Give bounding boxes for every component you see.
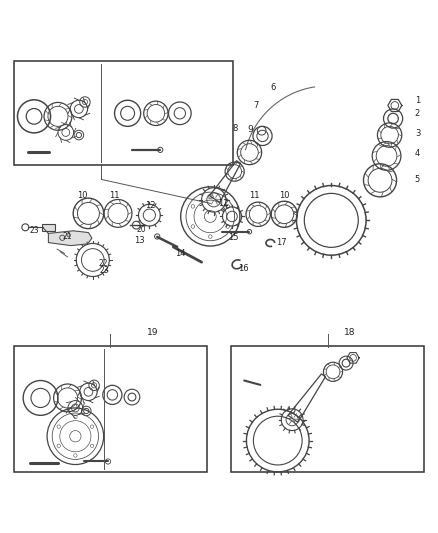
Text: 6: 6 [270,83,276,92]
Text: 9: 9 [247,125,253,134]
Text: 14: 14 [175,249,185,258]
Text: 8: 8 [232,125,237,133]
Text: 18: 18 [344,328,355,337]
Text: 17: 17 [276,238,287,247]
FancyBboxPatch shape [42,224,55,231]
Text: 11: 11 [110,191,120,200]
Text: 7: 7 [253,101,258,110]
Text: 11: 11 [250,191,260,200]
Polygon shape [48,231,92,246]
Text: 12: 12 [218,199,229,208]
Text: 5: 5 [415,175,420,184]
Text: 1: 1 [415,96,420,105]
Text: 22: 22 [98,259,107,268]
Text: 23: 23 [99,266,109,276]
Text: 4: 4 [415,149,420,158]
Text: 16: 16 [239,264,249,273]
Text: 13: 13 [134,236,145,245]
Text: 12: 12 [145,201,155,210]
Text: 10: 10 [279,191,290,200]
Text: 20: 20 [136,224,146,233]
FancyBboxPatch shape [14,346,207,472]
Text: 19: 19 [147,328,159,337]
Text: 3: 3 [415,129,420,138]
FancyBboxPatch shape [14,61,233,165]
Text: 21: 21 [62,232,72,241]
Text: 23: 23 [30,227,39,235]
Text: 10: 10 [78,191,88,200]
Text: 2: 2 [415,109,420,118]
Text: 15: 15 [229,233,239,243]
FancyBboxPatch shape [231,346,424,472]
